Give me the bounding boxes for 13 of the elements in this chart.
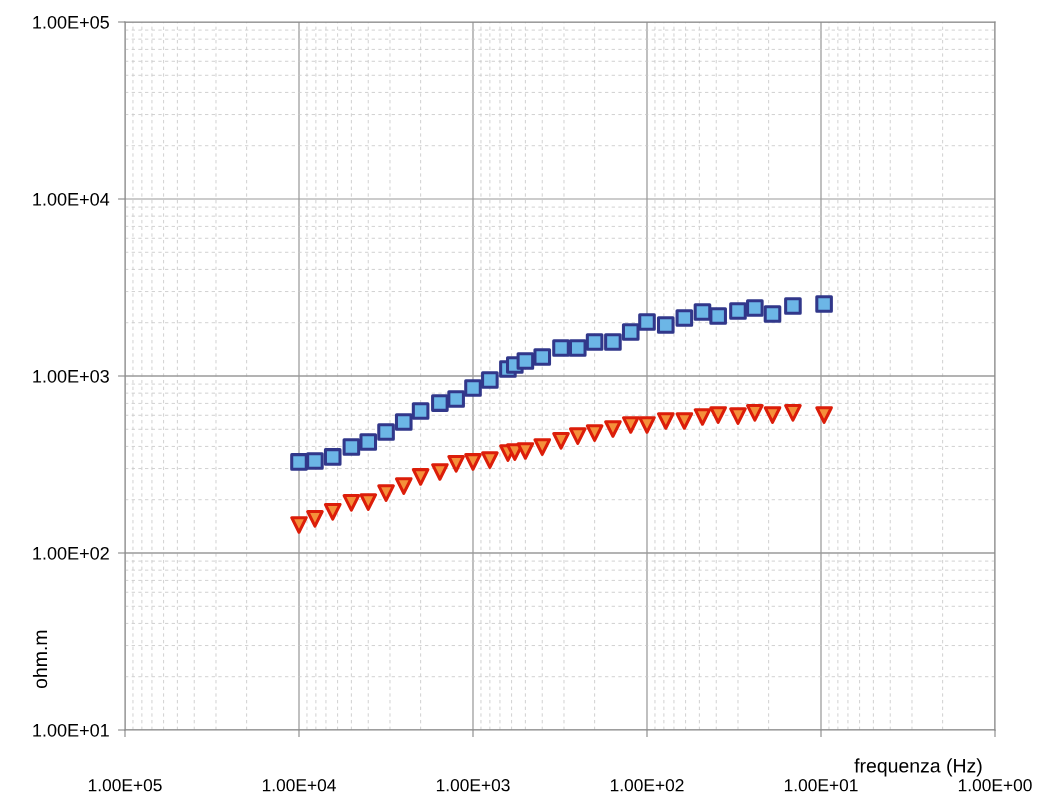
x-tick-label: 1.00E+01 — [784, 779, 858, 792]
x-tick-label: 1.00E+04 — [262, 779, 336, 792]
y-tick-label: 1.00E+05 — [33, 15, 109, 29]
x-tick-label: 1.00E+03 — [436, 779, 510, 792]
x-tick-label: 1.00E+00 — [958, 779, 1032, 792]
y-tick-label: 1.00E+03 — [33, 369, 109, 383]
y-tick-label: 1.00E+01 — [33, 723, 109, 737]
y-tick-label: 1.00E+04 — [33, 192, 110, 206]
x-tick-label: 1.00E+02 — [610, 779, 684, 792]
x-tick-label: 1.00E+05 — [88, 779, 162, 792]
y-tick-label: 1.00E+02 — [33, 546, 109, 560]
x-axis-title: frequenza (Hz) — [854, 758, 982, 777]
y-axis-title: ohm.m — [32, 630, 48, 689]
